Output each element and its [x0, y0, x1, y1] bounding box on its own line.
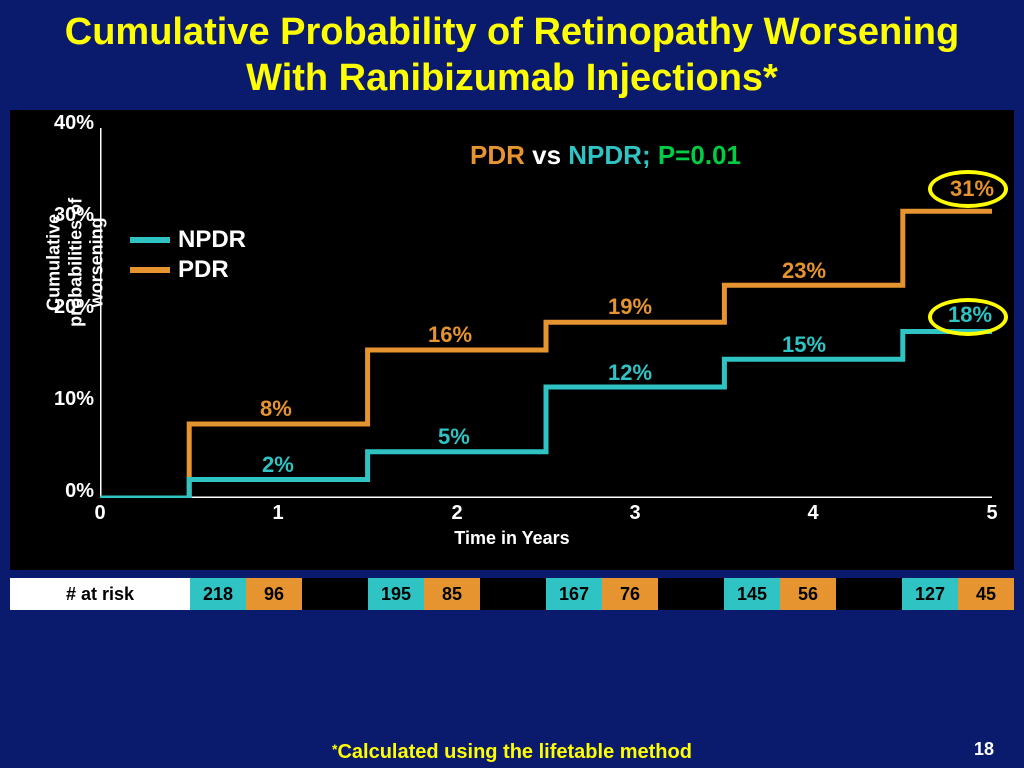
- risk-npdr-0: 218: [190, 578, 246, 610]
- risk-pdr-3: 56: [780, 578, 836, 610]
- npdr-annot-0: 2%: [262, 452, 294, 478]
- npdr-annot-1: 5%: [438, 424, 470, 450]
- legend-swatch-npdr: [130, 237, 170, 243]
- y-tick-20: 20%: [44, 296, 94, 319]
- risk-gap-0: [302, 578, 368, 610]
- x-tick-2: 2: [442, 502, 472, 525]
- highlight-ellipse-npdr: [928, 298, 1008, 336]
- risk-npdr-4: 127: [902, 578, 958, 610]
- npdr-annot-3: 15%: [782, 332, 826, 358]
- pdr-annot-1: 16%: [428, 322, 472, 348]
- highlight-ellipse-pdr: [928, 170, 1008, 208]
- page-title: Cumulative Probability of Retinopathy Wo…: [0, 0, 1024, 107]
- x-tick-3: 3: [620, 502, 650, 525]
- risk-gap-2: [658, 578, 724, 610]
- y-tick-10: 10%: [44, 388, 94, 411]
- x-tick-5: 5: [977, 502, 1007, 525]
- npdr-line: [100, 332, 992, 499]
- risk-npdr-1: 195: [368, 578, 424, 610]
- comparison-text: PDR vs NPDR; P=0.01: [470, 140, 741, 171]
- page-number: 18: [974, 739, 994, 760]
- x-axis-label: Time in Years: [10, 528, 1014, 549]
- chart-area: Cumulative probabilities of worsening 0%…: [10, 110, 1014, 570]
- x-tick-1: 1: [263, 502, 293, 525]
- footnote-text: Calculated using the lifetable method: [337, 741, 692, 763]
- risk-gap-3: [836, 578, 902, 610]
- legend: NPDR PDR: [130, 226, 246, 286]
- risk-pdr-1: 85: [424, 578, 480, 610]
- risk-pdr-0: 96: [246, 578, 302, 610]
- risk-gap-1: [480, 578, 546, 610]
- legend-label-pdr: PDR: [178, 256, 229, 284]
- pdr-annot-3: 23%: [782, 258, 826, 284]
- footnote: *Calculated using the lifetable method: [0, 741, 1024, 764]
- y-tick-30: 30%: [44, 204, 94, 227]
- x-tick-0: 0: [85, 502, 115, 525]
- cmp-pdr: PDR: [470, 140, 525, 170]
- npdr-annot-2: 12%: [608, 360, 652, 386]
- risk-label: # at risk: [10, 578, 190, 610]
- risk-npdr-3: 145: [724, 578, 780, 610]
- y-tick-0: 0%: [44, 480, 94, 503]
- risk-npdr-2: 167: [546, 578, 602, 610]
- cmp-p: P=0.01: [658, 140, 741, 170]
- legend-swatch-pdr: [130, 267, 170, 273]
- pdr-annot-2: 19%: [608, 294, 652, 320]
- pdr-annot-0: 8%: [260, 396, 292, 422]
- legend-label-npdr: NPDR: [178, 226, 246, 254]
- x-tick-4: 4: [798, 502, 828, 525]
- cmp-npdr: NPDR;: [568, 140, 658, 170]
- risk-pdr-4: 45: [958, 578, 1014, 610]
- risk-pdr-2: 76: [602, 578, 658, 610]
- risk-table: # at risk 218 96 195 85 167 76 145 56 12…: [10, 578, 1014, 610]
- cmp-vs: vs: [525, 140, 568, 170]
- plot-region: [100, 128, 992, 498]
- y-tick-40: 40%: [44, 112, 94, 135]
